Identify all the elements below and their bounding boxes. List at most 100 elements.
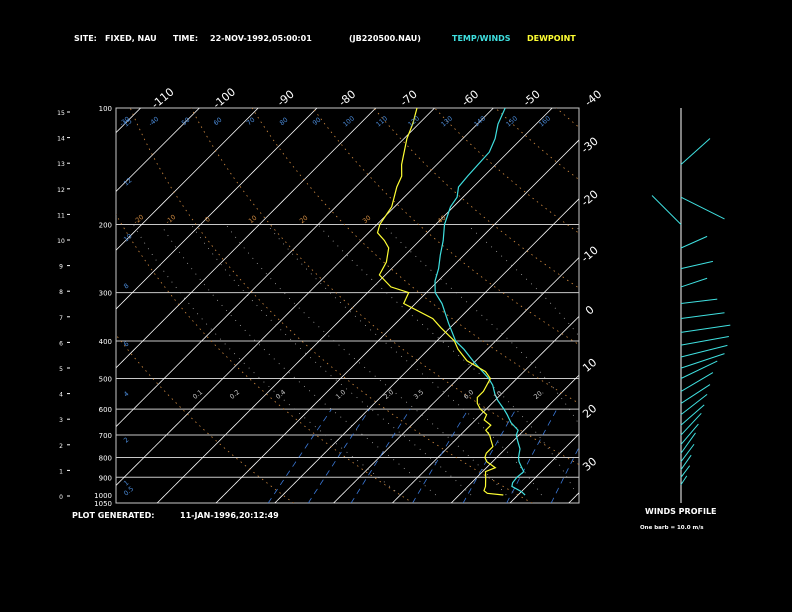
right-temp-label: 30	[580, 455, 599, 474]
mixing-ratio-line	[412, 408, 469, 503]
height-tick-label: 13	[57, 161, 65, 168]
height-axis-label: 1	[122, 479, 130, 488]
wind-barb	[680, 384, 711, 404]
isotherm-line	[215, 139, 579, 503]
top-temp-label: -80	[336, 88, 358, 110]
moist-adiabat-line	[466, 224, 579, 337]
isotherm-line	[116, 108, 259, 251]
wind-barb	[680, 277, 708, 288]
pressure-tick-label: 400	[99, 338, 112, 346]
wind-barb	[680, 372, 714, 392]
isotherm-line	[333, 257, 579, 503]
height-axis-label: 6	[122, 340, 130, 349]
wind-barb	[680, 423, 699, 445]
top-isotherm-label: 80	[278, 116, 289, 127]
top-temp-label: -90	[275, 88, 297, 110]
height-axis-label: 8	[122, 282, 130, 291]
height-axis-label: 12	[122, 176, 133, 187]
file-name: (JB220500.NAU)	[349, 34, 421, 43]
moist-adiabat-line	[682, 225, 718, 496]
top-temp-label: -50	[521, 88, 543, 110]
dry-adiabat-line	[678, 108, 792, 503]
pressure-tick-label: 100	[99, 105, 112, 113]
mixing-ratio-line	[506, 408, 558, 503]
height-tick-label: 2	[59, 443, 63, 450]
right-temp-label: -30	[579, 135, 601, 157]
isotherm-line	[116, 108, 200, 192]
pressure-tick-label: 600	[99, 406, 112, 414]
wind-barb	[680, 324, 731, 333]
wind-barb	[680, 454, 692, 470]
wind-barb	[680, 393, 708, 416]
wind-barb	[680, 404, 705, 426]
top-temp-label: -100	[211, 85, 238, 111]
isotherm-line	[686, 108, 792, 503]
top-isotherm-label: 150	[504, 114, 519, 128]
mixing-ratio-label: 20.	[532, 388, 545, 401]
pressure-tick-label: 500	[99, 376, 112, 384]
height-tick-label: 4	[59, 392, 63, 399]
moist-adiabat-line	[317, 224, 578, 496]
dry-adiabat-line	[373, 108, 579, 289]
isotherm-line	[116, 108, 494, 486]
height-tick-label: 7	[59, 315, 63, 322]
dry-adiabat-label: 30	[361, 214, 372, 225]
wind-barb	[680, 260, 714, 270]
height-axis-label: 15	[122, 117, 133, 128]
legend-dewpoint: DEWPOINT	[527, 34, 576, 43]
top-isotherm-label: 120	[406, 114, 421, 128]
wind-barb	[680, 432, 696, 454]
height-tick-label: 9	[59, 264, 63, 271]
mixing-ratio-label: 6.0	[462, 388, 475, 401]
pressure-tick-label: 900	[99, 474, 112, 482]
winds-barb-note: One barb = 10.0 m/s	[640, 525, 704, 531]
top-isotherm-label: 50	[180, 116, 191, 127]
wind-barb	[680, 353, 725, 369]
mixing-ratio-label: 0.2	[228, 388, 241, 401]
wind-barb	[680, 475, 688, 485]
isotherm-line	[116, 108, 318, 310]
right-temp-label: 20	[580, 402, 599, 421]
top-temp-label: -40	[582, 88, 604, 110]
dry-adiabat-label: 0	[204, 215, 212, 224]
site-value: FIXED, NAU	[105, 34, 157, 43]
right-temp-label: 10	[580, 356, 599, 375]
height-tick-label: 11	[57, 212, 65, 219]
dewpoint-trace	[376, 108, 504, 496]
right-temp-label: 0	[583, 303, 597, 317]
top-isotherm-label: 110	[374, 114, 389, 128]
wind-barb	[680, 196, 725, 220]
dry-adiabat-line	[312, 108, 579, 346]
top-isotherm-label: 90	[311, 116, 322, 127]
plot-generated-label: PLOT GENERATED:	[72, 511, 154, 520]
height-tick-label: 10	[57, 238, 65, 245]
mixing-ratio-label: 1.0	[334, 388, 347, 401]
top-temp-label: -70	[398, 88, 420, 110]
wind-barb	[651, 195, 682, 225]
isotherm-line	[745, 108, 792, 503]
pressure-tick-label: 300	[99, 290, 112, 298]
plot-frame	[115, 107, 580, 504]
height-tick-label: 1	[59, 468, 63, 475]
wind-barb	[680, 312, 725, 320]
moist-adiabat-line	[225, 224, 507, 496]
height-tick-label: 5	[59, 366, 63, 373]
dry-adiabat-label: 40	[436, 214, 447, 225]
isotherm-line	[274, 198, 579, 503]
top-isotherm-label: 160	[537, 114, 552, 128]
winds-profile	[651, 138, 731, 485]
isotherm-line	[156, 108, 553, 503]
mixing-ratio-line	[462, 408, 517, 503]
top-isotherm-label: 100	[341, 114, 356, 128]
time-label: TIME:	[173, 34, 198, 43]
site-label: SITE:	[74, 34, 97, 43]
dry-adiabat-line	[190, 108, 579, 465]
label-layer: 1050100090080070060050040030020010001234…	[57, 85, 604, 508]
dry-adiabat-line	[617, 108, 792, 503]
mixing-ratio-line	[307, 408, 370, 503]
isotherm-line	[0, 108, 23, 503]
mixing-ratio-label: 0.4	[274, 388, 287, 401]
isotherm-line	[568, 492, 579, 503]
height-axis-label: 0.5	[122, 485, 135, 498]
